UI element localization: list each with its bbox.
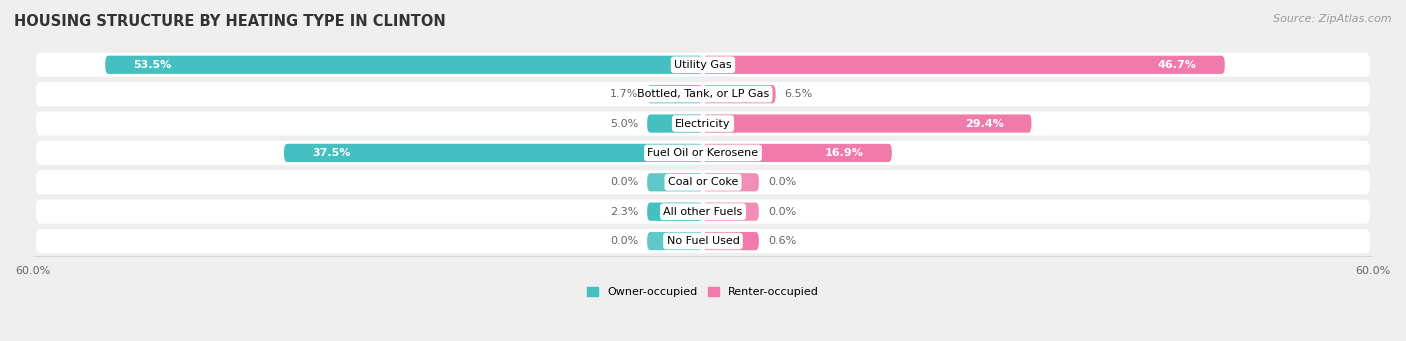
Text: HOUSING STRUCTURE BY HEATING TYPE IN CLINTON: HOUSING STRUCTURE BY HEATING TYPE IN CLI… — [14, 14, 446, 29]
Legend: Owner-occupied, Renter-occupied: Owner-occupied, Renter-occupied — [582, 282, 824, 302]
FancyBboxPatch shape — [37, 199, 1369, 224]
Text: Source: ZipAtlas.com: Source: ZipAtlas.com — [1274, 14, 1392, 24]
FancyBboxPatch shape — [703, 144, 891, 162]
Text: 2.3%: 2.3% — [610, 207, 638, 217]
FancyBboxPatch shape — [703, 56, 1225, 74]
Text: 53.5%: 53.5% — [134, 60, 172, 70]
FancyBboxPatch shape — [647, 115, 703, 133]
FancyBboxPatch shape — [703, 173, 759, 191]
Text: Bottled, Tank, or LP Gas: Bottled, Tank, or LP Gas — [637, 89, 769, 99]
FancyBboxPatch shape — [703, 115, 1032, 133]
FancyBboxPatch shape — [703, 85, 776, 103]
Text: 0.0%: 0.0% — [610, 236, 638, 246]
Text: 0.0%: 0.0% — [768, 207, 796, 217]
FancyBboxPatch shape — [37, 141, 1369, 165]
Text: 0.0%: 0.0% — [768, 177, 796, 187]
FancyBboxPatch shape — [37, 229, 1369, 253]
FancyBboxPatch shape — [105, 56, 703, 74]
Text: Electricity: Electricity — [675, 119, 731, 129]
Text: 46.7%: 46.7% — [1159, 60, 1197, 70]
FancyBboxPatch shape — [37, 53, 1369, 77]
FancyBboxPatch shape — [37, 112, 1369, 136]
Text: 29.4%: 29.4% — [965, 119, 1004, 129]
Text: 37.5%: 37.5% — [312, 148, 350, 158]
FancyBboxPatch shape — [647, 85, 703, 103]
FancyBboxPatch shape — [37, 82, 1369, 106]
FancyBboxPatch shape — [284, 144, 703, 162]
FancyBboxPatch shape — [703, 203, 759, 221]
Text: 1.7%: 1.7% — [610, 89, 638, 99]
FancyBboxPatch shape — [647, 232, 703, 250]
Text: No Fuel Used: No Fuel Used — [666, 236, 740, 246]
Text: Fuel Oil or Kerosene: Fuel Oil or Kerosene — [647, 148, 759, 158]
FancyBboxPatch shape — [703, 232, 759, 250]
Text: Utility Gas: Utility Gas — [675, 60, 731, 70]
FancyBboxPatch shape — [647, 173, 703, 191]
Text: Coal or Coke: Coal or Coke — [668, 177, 738, 187]
FancyBboxPatch shape — [647, 203, 703, 221]
Text: 16.9%: 16.9% — [825, 148, 863, 158]
FancyBboxPatch shape — [37, 170, 1369, 194]
Text: 0.0%: 0.0% — [610, 177, 638, 187]
Text: All other Fuels: All other Fuels — [664, 207, 742, 217]
Text: 6.5%: 6.5% — [785, 89, 813, 99]
Text: 0.6%: 0.6% — [768, 236, 796, 246]
Text: 5.0%: 5.0% — [610, 119, 638, 129]
